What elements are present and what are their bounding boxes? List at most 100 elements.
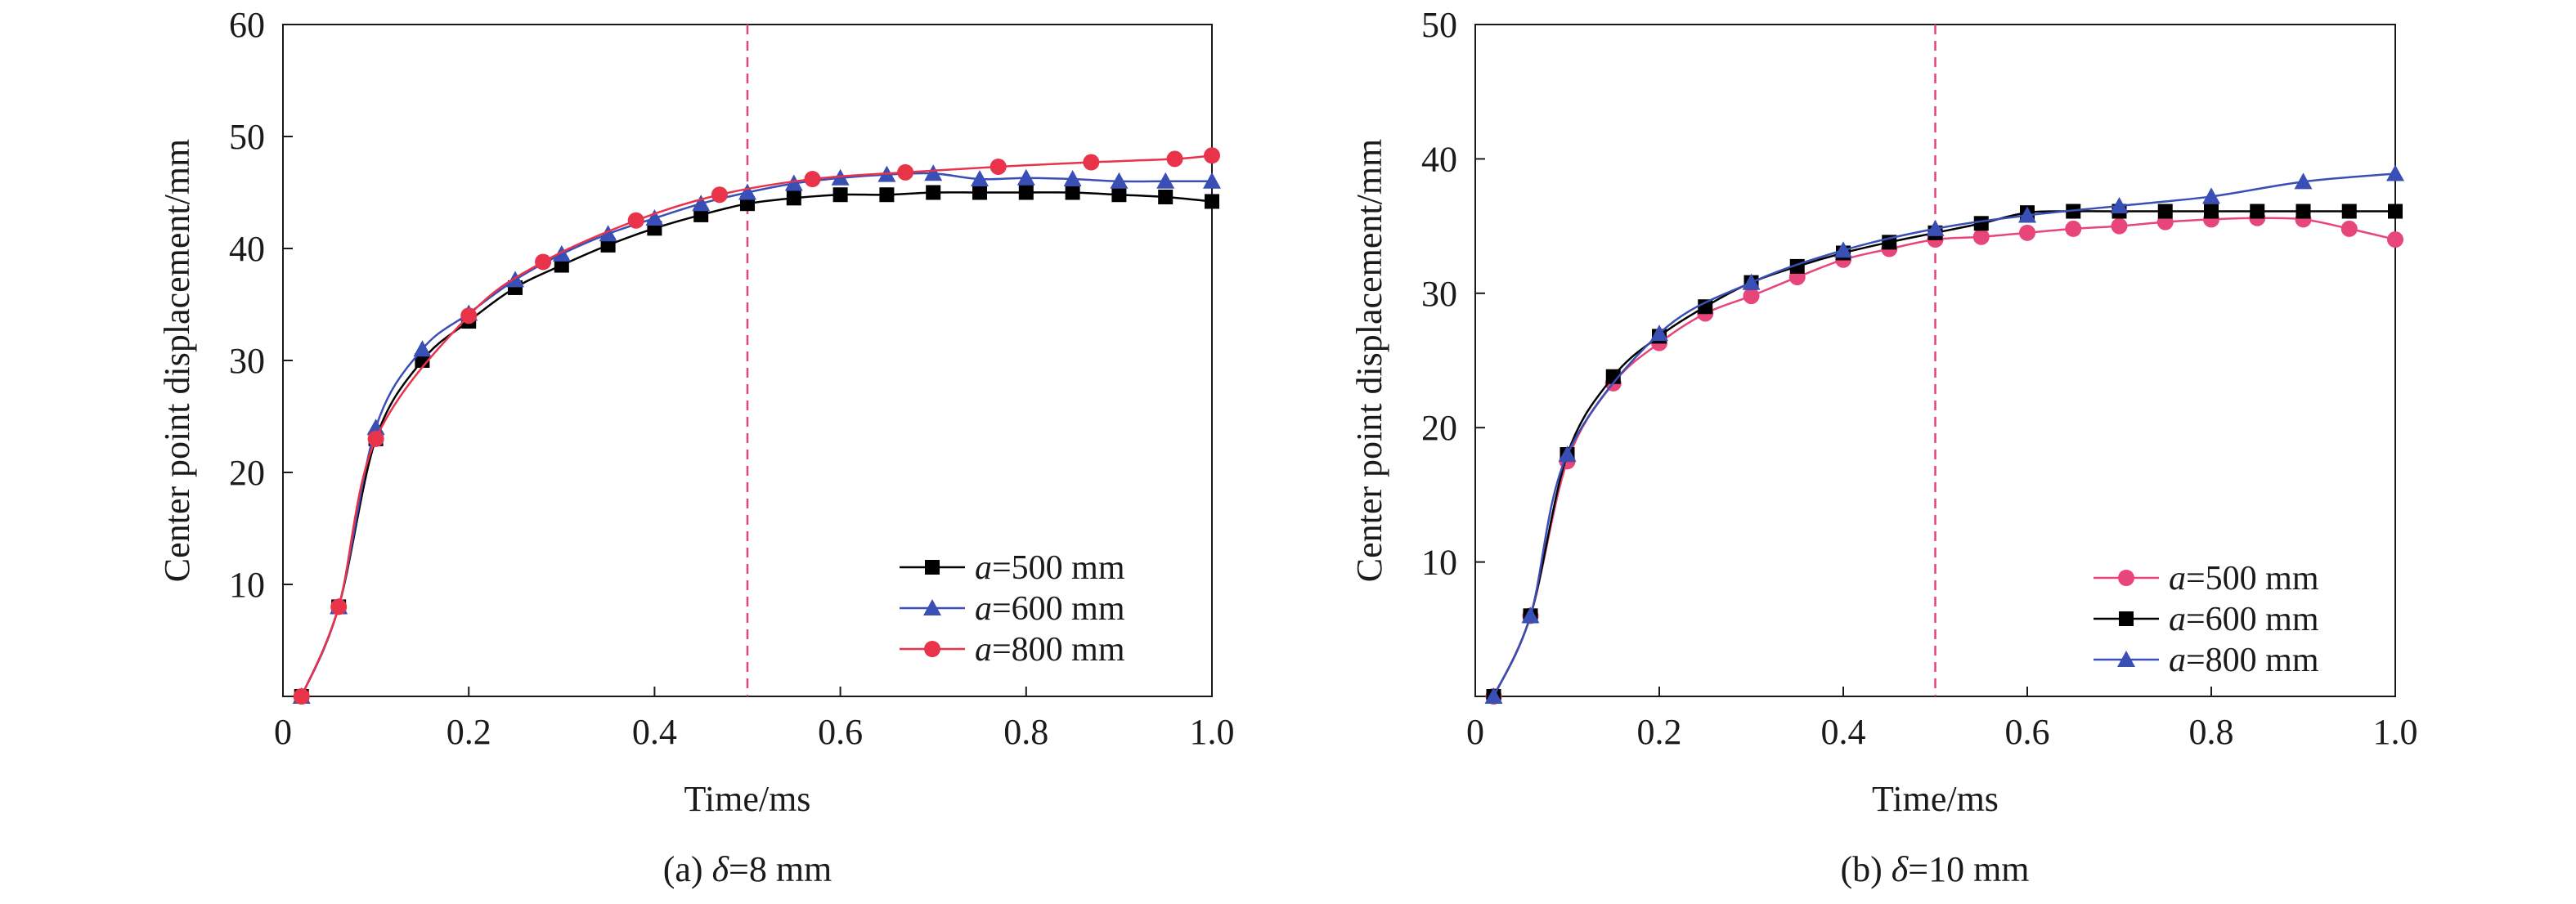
- x-tick-label: 0.6: [2005, 712, 2050, 752]
- data-point: [2157, 204, 2173, 219]
- data-point: [2202, 187, 2220, 204]
- legend-label: a=500 mm: [2169, 560, 2319, 597]
- x-tick-label: 1.0: [2373, 712, 2418, 752]
- data-point: [1063, 170, 1082, 187]
- data-point: [786, 190, 801, 206]
- data-point: [1111, 187, 1127, 203]
- data-point: [2019, 224, 2035, 241]
- data-point: [1834, 241, 1852, 258]
- data-point: [1204, 147, 1220, 164]
- data-point: [1205, 194, 1219, 209]
- legend-marker: [2119, 611, 2134, 626]
- y-tick-label: 10: [229, 565, 265, 605]
- data-point: [645, 209, 664, 226]
- data-point: [1016, 168, 1035, 186]
- data-point: [1605, 369, 1621, 384]
- data-point: [627, 212, 644, 229]
- data-point: [2386, 164, 2404, 181]
- legend-label: a=800 mm: [975, 631, 1125, 669]
- panel-caption: (b) δ=10 mm: [1840, 849, 2029, 889]
- data-point: [971, 170, 989, 187]
- series-2: [1484, 164, 2404, 704]
- data-point: [1203, 172, 1221, 189]
- data-point: [367, 430, 384, 447]
- legend: a=500 mm a=600 mm a=800 mm: [2094, 560, 2319, 679]
- data-point: [692, 195, 711, 212]
- y-tick-label: 30: [1421, 274, 1457, 314]
- y-tick-label: 20: [1421, 408, 1457, 448]
- x-tick-label: 0.4: [1821, 712, 1866, 752]
- x-tick-label: 1.0: [1190, 712, 1235, 752]
- data-point: [1018, 185, 1034, 200]
- data-point: [1065, 185, 1080, 200]
- legend-marker: [2117, 651, 2135, 667]
- series-line: [300, 154, 1213, 697]
- series-line: [1492, 210, 2395, 697]
- legend-label: a=800 mm: [2169, 642, 2319, 679]
- legend: a=500 mma=600 mma=800 mm: [900, 549, 1125, 669]
- data-point: [1742, 273, 1761, 290]
- data-point: [1166, 150, 1183, 168]
- data-point: [1156, 172, 1175, 189]
- x-tick-label: 0.4: [632, 712, 677, 752]
- data-point: [599, 225, 617, 242]
- x-tick-label: 0.2: [1637, 712, 1682, 752]
- legend-label: a=600 mm: [2169, 601, 2319, 638]
- data-point: [924, 164, 943, 181]
- data-point: [804, 171, 821, 188]
- data-point: [1926, 219, 1945, 236]
- data-point: [1743, 288, 1760, 305]
- x-axis-title: Time/ms: [1872, 779, 1999, 819]
- x-tick-label: 0.8: [1003, 712, 1048, 752]
- data-point: [413, 340, 432, 357]
- series-2: [293, 147, 1220, 705]
- data-point: [2341, 204, 2357, 219]
- data-point: [2065, 220, 2082, 237]
- data-point: [2296, 204, 2311, 219]
- data-point: [1698, 299, 1713, 315]
- data-point: [535, 253, 552, 271]
- x-tick-label: 0.8: [2189, 712, 2234, 752]
- data-point: [784, 174, 803, 191]
- legend-marker: [2118, 570, 2134, 586]
- data-point: [832, 187, 848, 203]
- data-point: [1110, 172, 1129, 189]
- data-point: [740, 196, 755, 212]
- data-point: [2018, 206, 2036, 223]
- panel-caption: (a) δ=8 mm: [663, 849, 832, 889]
- data-point: [1484, 687, 1503, 704]
- data-point: [2111, 217, 2128, 235]
- data-point: [2250, 204, 2265, 219]
- legend-marker: [925, 560, 940, 575]
- y-axis-title: Center point displacement/mm: [157, 139, 197, 583]
- legend-marker: [924, 641, 940, 657]
- data-point: [2204, 204, 2219, 219]
- data-point: [897, 163, 914, 181]
- y-tick-label: 50: [229, 117, 265, 157]
- data-point: [738, 183, 756, 200]
- x-axis-title: Time/ms: [684, 779, 811, 819]
- x-tick-label: 0.6: [818, 712, 863, 752]
- data-point: [2388, 204, 2403, 219]
- legend-label: a=500 mm: [975, 549, 1125, 587]
- y-tick-label: 10: [1421, 543, 1457, 583]
- data-point: [460, 307, 478, 324]
- y-tick-label: 40: [1421, 139, 1457, 179]
- panel-a: 0 0.2 0.4 0.6 0.8 1.0 10 20 30 40 50 60 Time/ms Cente…: [157, 5, 1235, 889]
- data-point: [293, 688, 310, 705]
- data-point: [2110, 196, 2129, 213]
- data-point: [693, 207, 709, 222]
- data-point: [1973, 216, 1989, 231]
- x-tick-label: 0: [274, 712, 292, 752]
- data-point: [554, 257, 569, 273]
- data-point: [2387, 231, 2403, 248]
- data-point: [1650, 324, 1668, 342]
- series-line: [300, 191, 1213, 697]
- data-point: [1083, 154, 1100, 171]
- y-tick-label: 50: [1421, 5, 1457, 45]
- data-point: [1158, 189, 1174, 204]
- data-point: [972, 185, 987, 200]
- y-tick-label: 60: [229, 5, 265, 45]
